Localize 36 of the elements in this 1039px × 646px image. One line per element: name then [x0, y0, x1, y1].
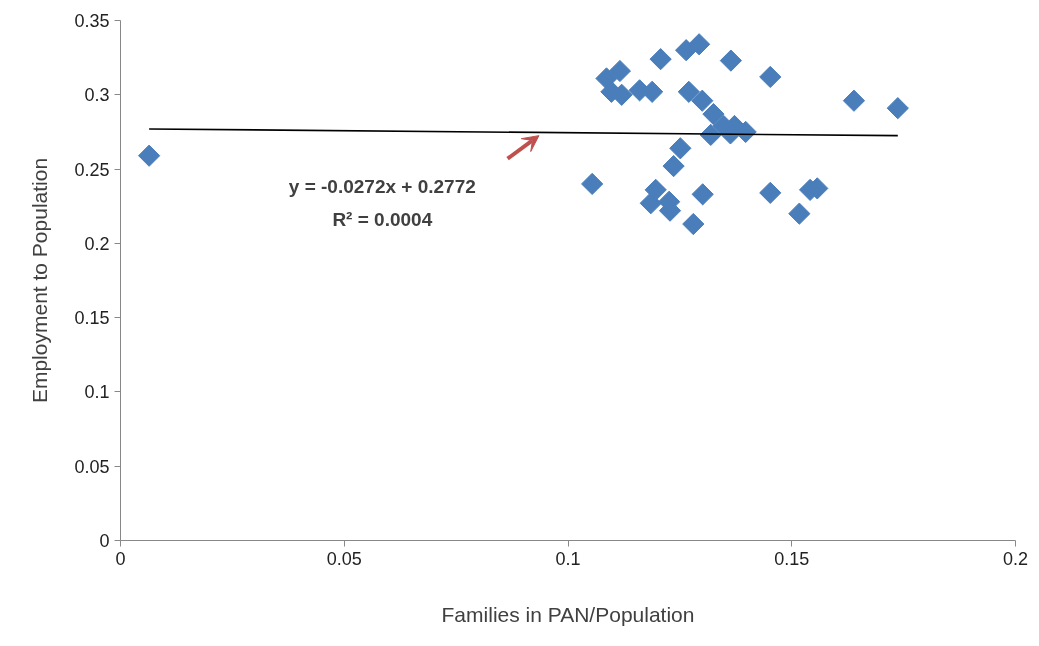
point — [759, 65, 782, 89]
point — [691, 89, 714, 112]
point — [691, 183, 714, 206]
point — [662, 154, 685, 178]
x-tick-label: 0 — [115, 548, 126, 569]
y-tick-label: 0.35 — [74, 11, 110, 31]
x-tick-label: 0.1 — [555, 548, 581, 569]
annotation: R² = 0.0004 — [332, 209, 433, 231]
point — [842, 89, 866, 112]
x-tick-label: 0.2 — [1002, 548, 1029, 569]
point — [677, 80, 700, 103]
point — [649, 48, 672, 71]
y-tick-label: 0.15 — [74, 308, 110, 329]
point — [719, 49, 742, 72]
y-tick-label: 0.3 — [84, 85, 110, 106]
point — [608, 59, 632, 83]
y-tick-label: 0.05 — [74, 456, 110, 477]
point — [669, 137, 692, 160]
point — [688, 33, 711, 56]
point — [138, 144, 161, 167]
point — [682, 212, 705, 236]
annotation: y = -0.0272x + 0.2772 — [288, 176, 476, 198]
y-tick-label: 0.1 — [84, 382, 110, 403]
point — [759, 181, 782, 204]
y-axis-title: Employment to Population — [28, 157, 52, 404]
point — [639, 192, 662, 215]
point — [702, 102, 725, 126]
x-tick-label: 0.05 — [326, 548, 362, 569]
y-tick-label: 0.25 — [74, 159, 110, 180]
x-tick-label: 0.15 — [774, 548, 810, 569]
x-axis-title: Families in PAN/Population — [441, 602, 695, 626]
point — [788, 202, 811, 225]
point — [886, 97, 909, 120]
point — [581, 172, 604, 196]
y-tick-label: 0 — [99, 531, 110, 551]
y-tick-label: 0.2 — [84, 233, 110, 254]
